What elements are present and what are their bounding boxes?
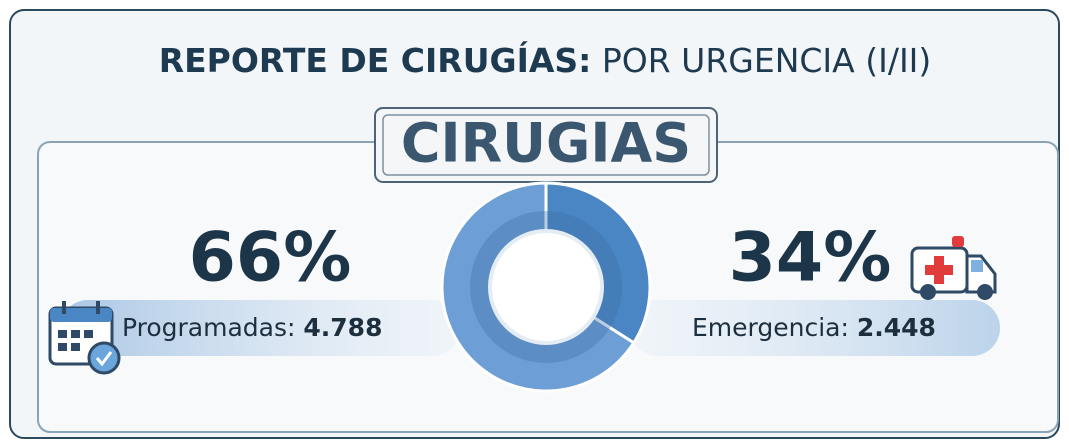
- category-label: Programadas: 4.788: [122, 313, 382, 342]
- donut-inner-ring: [470, 211, 622, 363]
- category-name: Programadas:: [122, 313, 295, 342]
- count-label: 2.448: [857, 313, 936, 342]
- title: REPORTE DE CIRUGÍAS: POR URGENCIA (I/II): [159, 40, 932, 80]
- category-name: Emergencia:: [692, 313, 849, 342]
- category-label: Emergencia: 2.448: [692, 313, 936, 342]
- count-label: 4.788: [303, 313, 382, 342]
- percent-label: 34%: [729, 219, 892, 298]
- heading-box-inner: [382, 114, 710, 176]
- calendar-icon: [48, 301, 121, 375]
- heading: CIRUGIAS: [401, 112, 691, 175]
- ambulance-icon: [910, 236, 997, 300]
- label-pill: [60, 300, 460, 356]
- donut-hole: [488, 229, 604, 345]
- label-pill: [630, 300, 1000, 356]
- percent-label: 66%: [189, 219, 352, 298]
